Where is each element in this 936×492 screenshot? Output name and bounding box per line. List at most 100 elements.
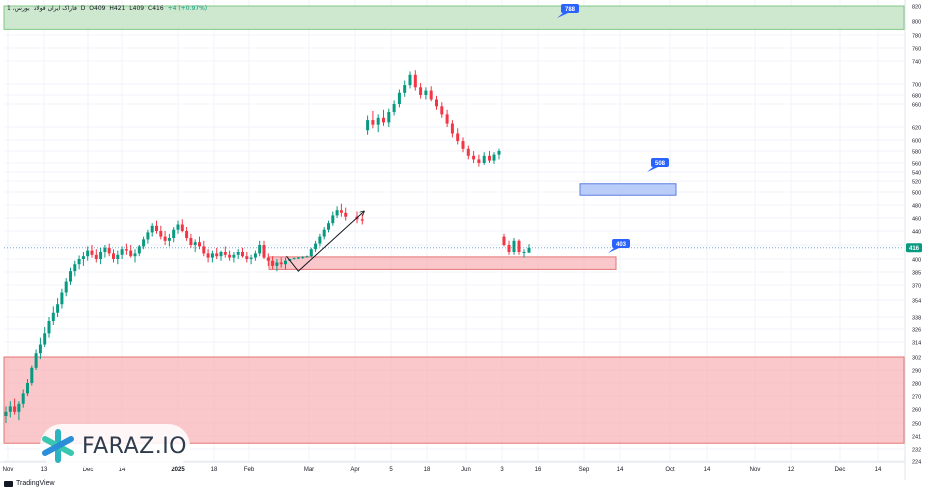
candle[interactable] xyxy=(339,203,343,217)
candle[interactable] xyxy=(210,250,214,263)
candle[interactable] xyxy=(292,257,296,260)
candle[interactable] xyxy=(301,256,305,259)
candle[interactable] xyxy=(60,288,64,309)
candle[interactable] xyxy=(245,252,249,263)
candle[interactable] xyxy=(507,240,511,255)
candle[interactable] xyxy=(450,120,454,138)
candle[interactable] xyxy=(189,233,193,248)
candle[interactable] xyxy=(120,246,124,259)
zone-tag-target-zone[interactable]: 508 xyxy=(647,158,669,172)
candle[interactable] xyxy=(69,267,72,285)
candle[interactable] xyxy=(512,238,516,255)
candle[interactable] xyxy=(296,256,300,259)
candle[interactable] xyxy=(408,71,412,89)
candle[interactable] xyxy=(331,211,335,226)
candle[interactable] xyxy=(527,244,531,253)
candle[interactable] xyxy=(522,249,526,258)
candle[interactable] xyxy=(279,257,283,268)
candle[interactable] xyxy=(133,249,137,263)
candle[interactable] xyxy=(215,247,219,259)
candle[interactable] xyxy=(314,240,318,252)
candle[interactable] xyxy=(266,253,270,266)
candle[interactable] xyxy=(193,239,197,252)
candle[interactable] xyxy=(318,233,322,247)
candle[interactable] xyxy=(392,100,396,116)
candle[interactable] xyxy=(424,87,428,100)
candle[interactable] xyxy=(17,401,21,421)
candle[interactable] xyxy=(435,95,438,110)
tradingview-logo[interactable]: TradingView xyxy=(4,480,55,487)
candle[interactable] xyxy=(206,249,210,263)
candle[interactable] xyxy=(228,250,232,261)
candle[interactable] xyxy=(262,240,266,259)
candle[interactable] xyxy=(129,245,133,258)
candle[interactable] xyxy=(116,250,120,265)
projection-arrow[interactable] xyxy=(286,212,363,272)
candle[interactable] xyxy=(232,252,236,263)
candle[interactable] xyxy=(21,389,25,408)
candle[interactable] xyxy=(86,246,90,261)
candle[interactable] xyxy=(236,249,240,259)
candle[interactable] xyxy=(488,151,491,163)
price-axis[interactable] xyxy=(905,0,936,462)
candle[interactable] xyxy=(223,246,227,258)
candle[interactable] xyxy=(419,82,423,99)
candle[interactable] xyxy=(81,252,85,266)
candle[interactable] xyxy=(103,245,107,258)
candle[interactable] xyxy=(99,247,103,265)
candle[interactable] xyxy=(327,220,330,233)
candle[interactable] xyxy=(497,148,501,160)
candle[interactable] xyxy=(445,109,449,127)
zone-tag-supply-zone-top[interactable]: 788 xyxy=(557,4,579,18)
time-axis[interactable] xyxy=(0,462,905,480)
candle[interactable] xyxy=(440,102,444,118)
candle[interactable] xyxy=(461,137,465,153)
candle[interactable] xyxy=(47,317,51,338)
candle[interactable] xyxy=(275,259,279,272)
candle[interactable] xyxy=(4,406,8,423)
candle[interactable] xyxy=(517,239,521,255)
candle[interactable] xyxy=(142,236,146,250)
candle[interactable] xyxy=(382,109,385,126)
candle[interactable] xyxy=(371,110,375,129)
candle[interactable] xyxy=(146,229,150,244)
candle[interactable] xyxy=(344,207,348,221)
candle[interactable] xyxy=(322,227,326,240)
candle[interactable] xyxy=(258,240,262,257)
candle[interactable] xyxy=(429,86,433,102)
candle[interactable] xyxy=(253,250,257,261)
zone-tag-support-zone[interactable]: 403 xyxy=(608,239,630,253)
candle[interactable] xyxy=(155,220,158,234)
candle[interactable] xyxy=(219,250,223,261)
candle[interactable] xyxy=(477,154,481,167)
candle[interactable] xyxy=(403,80,407,97)
support-zone[interactable] xyxy=(268,256,617,270)
candle[interactable] xyxy=(30,365,34,386)
candle[interactable] xyxy=(137,245,141,257)
candle[interactable] xyxy=(167,233,171,247)
candle[interactable] xyxy=(472,151,476,163)
candle[interactable] xyxy=(249,254,253,265)
candle[interactable] xyxy=(271,256,275,270)
candle[interactable] xyxy=(163,231,167,245)
candle[interactable] xyxy=(241,247,244,258)
candle[interactable] xyxy=(107,243,111,257)
candle[interactable] xyxy=(43,327,47,347)
candle[interactable] xyxy=(26,379,29,396)
candle[interactable] xyxy=(172,227,176,243)
candle[interactable] xyxy=(366,115,370,135)
candle[interactable] xyxy=(38,337,42,360)
candle[interactable] xyxy=(492,152,496,164)
candle[interactable] xyxy=(309,247,313,258)
candle[interactable] xyxy=(150,223,154,237)
candle[interactable] xyxy=(482,152,486,165)
candle[interactable] xyxy=(198,236,201,250)
candle[interactable] xyxy=(335,206,339,218)
candle[interactable] xyxy=(90,245,94,258)
candle[interactable] xyxy=(413,70,417,91)
candle[interactable] xyxy=(124,243,128,255)
candle[interactable] xyxy=(73,260,77,277)
candle[interactable] xyxy=(176,220,180,234)
candle[interactable] xyxy=(305,255,309,258)
